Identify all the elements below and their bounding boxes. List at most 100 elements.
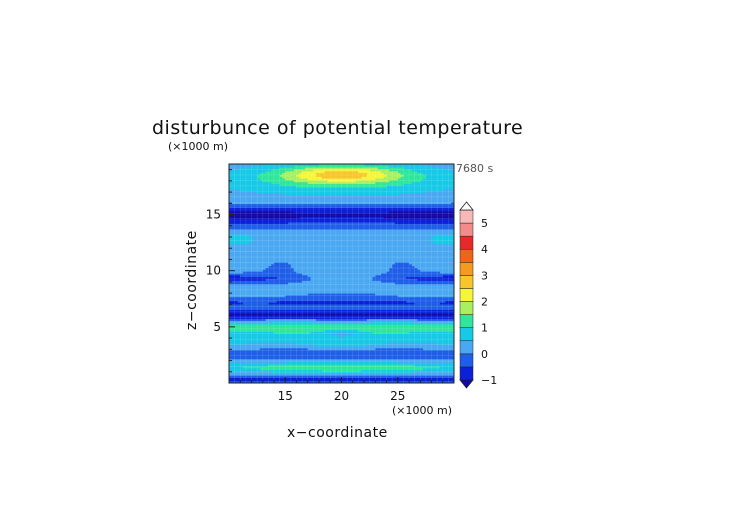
field-cell [324, 240, 328, 243]
field-cell [296, 169, 300, 172]
field-cell [338, 251, 342, 254]
field-cell [243, 271, 247, 274]
field-cell [259, 211, 264, 214]
field-cell [324, 226, 328, 229]
field-cell [254, 200, 258, 203]
field-cell [448, 242, 452, 245]
field-cell [313, 191, 317, 194]
field-cell [262, 195, 266, 198]
field-cell [425, 244, 429, 247]
field-cell [265, 222, 269, 225]
field-cell [344, 193, 348, 196]
field-cell [349, 220, 354, 223]
field-cell [251, 164, 255, 167]
field-cell [400, 185, 404, 189]
field-cell [288, 211, 292, 214]
field-cell [341, 255, 345, 258]
field-cell [259, 205, 264, 209]
field-cell [344, 209, 348, 212]
field-cell [333, 222, 337, 225]
field-cell [288, 227, 292, 231]
field-cell [285, 207, 289, 210]
field-cell [274, 171, 278, 174]
field-cell [276, 244, 280, 247]
field-cell [437, 209, 441, 212]
field-cell [386, 255, 390, 258]
field-cell [251, 253, 255, 256]
field-cell [378, 185, 382, 189]
field-cell [380, 224, 384, 227]
field-cell [364, 220, 368, 223]
field-cell [397, 178, 401, 181]
field-cell [361, 213, 365, 216]
field-cell [417, 216, 421, 220]
field-cell [347, 200, 351, 203]
field-cell [378, 207, 382, 210]
field-cell [285, 215, 289, 218]
field-cell [397, 195, 401, 198]
field-cell [313, 164, 317, 167]
field-cell [372, 247, 376, 251]
field-cell [265, 244, 269, 247]
field-cell [231, 204, 235, 207]
field-cell [229, 222, 233, 225]
field-cell [259, 240, 264, 243]
field-cell [324, 266, 328, 269]
field-cell [231, 262, 235, 265]
field-cell [437, 222, 441, 225]
field-cell [271, 185, 275, 189]
field-cell [333, 249, 337, 252]
field-cell [383, 171, 387, 174]
field-cell [327, 165, 331, 168]
field-cell [282, 178, 286, 181]
field-cell [274, 231, 278, 234]
field-cell [285, 242, 289, 245]
field-cell [349, 200, 354, 203]
field-cell [445, 255, 449, 258]
field-cell [409, 204, 413, 207]
field-cell [333, 240, 337, 243]
field-cell [347, 216, 351, 220]
field-cell [394, 182, 399, 185]
field-cell [372, 184, 376, 187]
field-cell [406, 198, 410, 201]
field-cell [276, 173, 280, 176]
field-cell [409, 244, 413, 247]
field-cell [344, 187, 348, 190]
field-cell [442, 266, 446, 269]
field-cell [442, 189, 446, 192]
field-cell [380, 247, 384, 251]
field-cell [361, 246, 365, 249]
field-cell [231, 240, 235, 243]
field-cell [237, 255, 241, 258]
field-cell [375, 235, 379, 238]
field-cell [366, 242, 370, 245]
field-cell [394, 257, 399, 260]
field-cell [276, 275, 280, 278]
field-cell [316, 215, 320, 218]
field-cell [338, 273, 342, 276]
field-cell [285, 196, 289, 199]
field-cell [276, 242, 280, 245]
field-cell [327, 264, 331, 267]
field-cell [347, 202, 351, 205]
field-cell [397, 266, 401, 269]
field-cell [400, 184, 404, 187]
field-cell [262, 260, 266, 263]
field-cell [406, 169, 410, 172]
field-cell [428, 211, 432, 214]
field-cell [327, 215, 331, 218]
field-cell [299, 174, 303, 178]
field-cell [248, 193, 252, 196]
field-cell [414, 167, 418, 170]
field-cell [274, 269, 278, 272]
field-cell [288, 195, 292, 198]
field-cell [231, 165, 235, 168]
field-cell [245, 185, 249, 189]
field-cell [400, 178, 404, 181]
field-cell [378, 205, 382, 209]
field-cell [451, 251, 454, 254]
field-cell [442, 258, 446, 262]
field-cell [304, 233, 309, 236]
field-cell [349, 180, 354, 183]
